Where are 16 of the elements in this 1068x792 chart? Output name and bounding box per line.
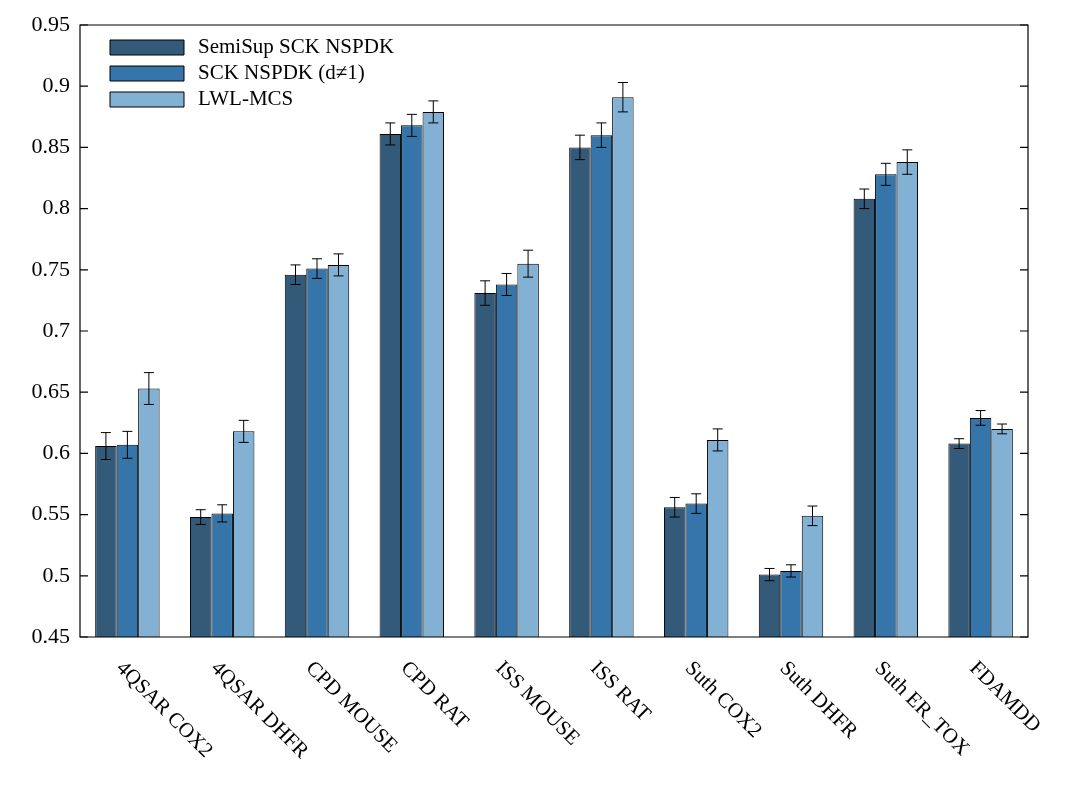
y-tick-label: 0.75 <box>31 255 70 281</box>
legend-label: LWL-MCS <box>198 85 294 110</box>
y-tick-label: 0.6 <box>42 439 70 465</box>
y-tick-label: 0.65 <box>31 377 70 403</box>
y-tick-label: 0.9 <box>42 71 70 97</box>
x-tick-label: ISS RAT <box>585 655 657 726</box>
legend-label: SCK NSPDK (d≠1) <box>198 59 365 84</box>
y-tick-label: 0.55 <box>31 500 70 526</box>
y-tick-label: 0.45 <box>31 622 70 648</box>
y-tick-label: 0.7 <box>42 316 70 342</box>
y-tick-label: 0.8 <box>42 194 70 220</box>
legend-label: SemiSup SCK NSPDK <box>198 33 395 58</box>
x-tick-label: CPD RAT <box>396 655 475 734</box>
y-tick-label: 0.5 <box>42 561 70 587</box>
y-tick-label: 0.85 <box>31 133 70 159</box>
y-tick-label: 0.95 <box>31 10 70 36</box>
